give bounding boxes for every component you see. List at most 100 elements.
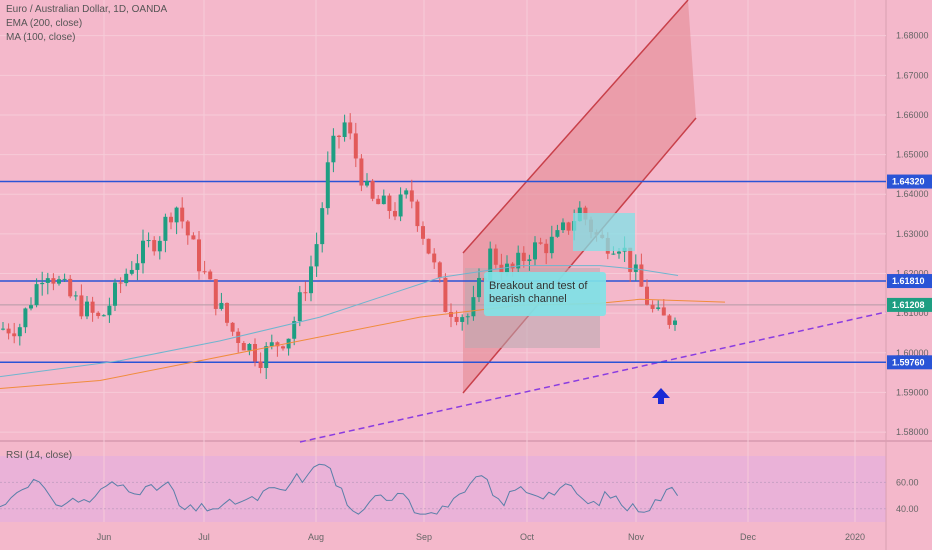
- last-price-badge: [887, 297, 932, 312]
- ema-line: [0, 298, 726, 389]
- level-price-label: 1.61810: [892, 276, 925, 286]
- candle-body: [107, 305, 112, 316]
- candle-body: [247, 344, 252, 351]
- y-tick-label: 1.63000: [896, 229, 929, 239]
- candle-body: [510, 263, 515, 269]
- ma-legend[interactable]: MA (100, close): [6, 32, 76, 43]
- candle-body: [465, 316, 470, 318]
- candle-body: [68, 278, 73, 297]
- annotation-text: Breakout and test of: [489, 280, 588, 292]
- candle-body: [225, 302, 229, 323]
- rsi-line: [0, 463, 679, 515]
- candle-body: [23, 308, 28, 328]
- y-tick-label: 1.61000: [896, 308, 929, 318]
- candle-body: [381, 195, 386, 205]
- candle-body: [639, 264, 644, 287]
- candle-body: [292, 321, 297, 339]
- candle-body: [129, 269, 134, 274]
- candle-body: [454, 316, 459, 322]
- candle-body: [230, 322, 235, 332]
- y-tick-label: 1.60000: [896, 348, 929, 358]
- y-tick-label: 1.68000: [896, 31, 929, 41]
- candle-body: [404, 190, 409, 195]
- candle-body: [146, 240, 151, 242]
- x-tick-label: Sep: [416, 532, 432, 542]
- candle-body: [650, 304, 655, 309]
- y-tick-label: 1.65000: [896, 150, 929, 160]
- candle-body: [85, 301, 89, 317]
- candle-body: [656, 307, 661, 309]
- candle-body: [208, 271, 213, 280]
- candle-body: [124, 273, 129, 284]
- candle-body: [253, 344, 257, 362]
- x-tick-label: Oct: [520, 532, 535, 542]
- candle-body: [202, 271, 207, 273]
- candle-body: [443, 277, 448, 312]
- candle-body: [331, 135, 336, 163]
- candle-body: [62, 278, 67, 280]
- level-price-label: 1.59760: [892, 357, 925, 367]
- ema-legend[interactable]: EMA (200, close): [6, 18, 83, 29]
- candle-body: [561, 222, 565, 231]
- candle-body: [303, 292, 308, 294]
- candle-body: [353, 133, 358, 159]
- candle-body: [185, 221, 190, 236]
- candle-body: [73, 295, 78, 297]
- candle-body: [157, 240, 162, 252]
- candle-body: [118, 282, 123, 284]
- candle-body: [376, 198, 381, 205]
- candle-body: [191, 235, 196, 240]
- candle-body: [269, 342, 274, 347]
- rsi-legend[interactable]: RSI (14, close): [6, 450, 73, 461]
- candle-body: [449, 311, 453, 317]
- candle-body: [549, 236, 554, 254]
- candle-body: [348, 122, 353, 134]
- candle-body: [415, 201, 420, 227]
- candle-body: [544, 243, 549, 254]
- candle-body: [359, 158, 364, 186]
- candle-body: [667, 315, 672, 325]
- candle-body: [633, 264, 638, 272]
- candle-body: [325, 162, 330, 209]
- candle-body: [174, 207, 179, 223]
- candle-body: [275, 342, 280, 347]
- candle-body: [141, 240, 145, 264]
- x-tick-label: 2020: [845, 532, 865, 542]
- candle-body: [505, 263, 509, 274]
- candle-body: [493, 248, 498, 265]
- candle-body: [488, 248, 493, 281]
- candle-body: [6, 328, 11, 334]
- candle-body: [437, 262, 442, 278]
- annotation-text: bearish channel: [489, 293, 567, 305]
- candle-body: [309, 266, 313, 294]
- candle-body: [566, 222, 571, 231]
- candle-body: [51, 278, 56, 284]
- rsi-tick-label: 40.00: [896, 504, 919, 514]
- candle-body: [393, 210, 397, 217]
- candle-body: [628, 247, 633, 272]
- candle-body: [370, 180, 375, 199]
- level-price-label: 1.64320: [892, 177, 925, 187]
- candle-body: [426, 238, 431, 254]
- candle-body: [337, 135, 341, 137]
- candle-body: [521, 252, 526, 262]
- up-arrow-icon: [652, 388, 670, 404]
- candle-body: [460, 317, 465, 322]
- candle-body: [297, 292, 302, 322]
- candle-body: [398, 194, 403, 217]
- candle-body: [34, 284, 39, 306]
- candle-body: [499, 264, 504, 274]
- y-tick-label: 1.59000: [896, 387, 929, 397]
- candle-body: [45, 278, 50, 283]
- candle-body: [96, 312, 101, 317]
- candle-body: [258, 361, 263, 368]
- y-tick-label: 1.58000: [896, 427, 929, 437]
- candle-body: [17, 327, 22, 337]
- candle-body: [611, 253, 616, 255]
- candle-body: [79, 295, 84, 317]
- candle-body: [241, 343, 246, 351]
- candle-body: [516, 252, 521, 269]
- x-tick-label: Aug: [308, 532, 324, 542]
- candles: [1, 113, 677, 380]
